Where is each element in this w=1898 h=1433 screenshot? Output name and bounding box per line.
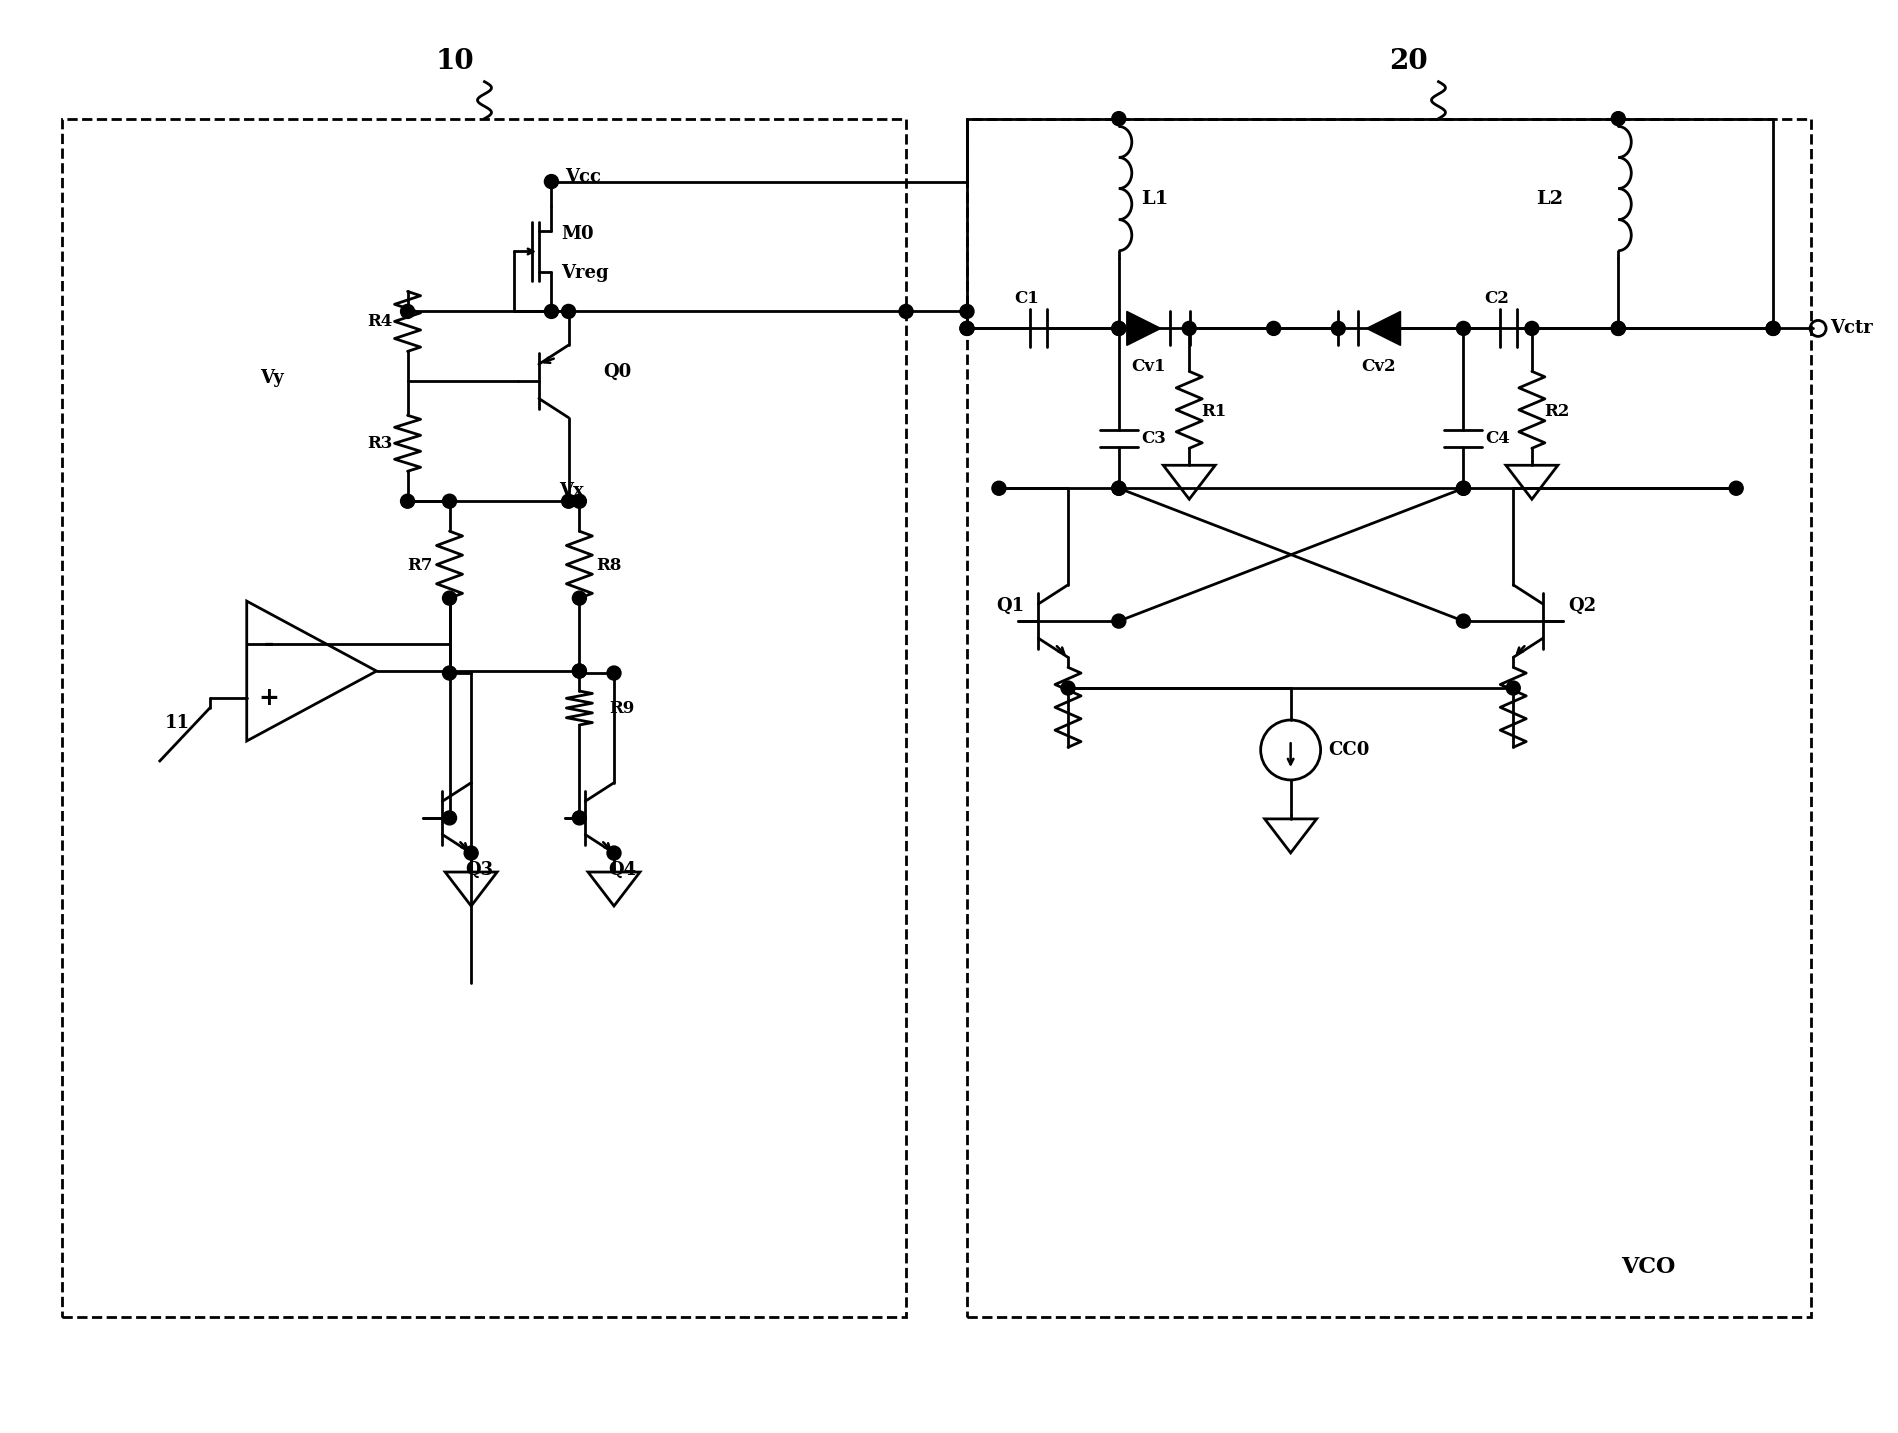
Text: M0: M0 bbox=[562, 225, 594, 242]
Circle shape bbox=[1767, 321, 1780, 335]
Text: R4: R4 bbox=[366, 312, 393, 330]
Text: CC0: CC0 bbox=[1329, 741, 1370, 759]
Circle shape bbox=[607, 666, 621, 681]
Circle shape bbox=[960, 321, 974, 335]
Text: R9: R9 bbox=[609, 699, 634, 716]
Text: R7: R7 bbox=[406, 556, 433, 573]
Circle shape bbox=[900, 304, 913, 318]
Circle shape bbox=[1061, 681, 1074, 695]
Circle shape bbox=[1507, 681, 1520, 695]
Circle shape bbox=[1729, 481, 1742, 496]
Circle shape bbox=[545, 304, 558, 318]
Circle shape bbox=[960, 304, 974, 318]
Text: Q3: Q3 bbox=[465, 861, 493, 878]
Text: R3: R3 bbox=[366, 434, 393, 451]
Circle shape bbox=[607, 845, 621, 860]
Circle shape bbox=[1266, 321, 1281, 335]
Text: L2: L2 bbox=[1535, 189, 1564, 208]
Text: R2: R2 bbox=[1543, 403, 1570, 420]
Text: 20: 20 bbox=[1389, 49, 1427, 75]
Text: 11: 11 bbox=[165, 714, 190, 732]
Text: Vx: Vx bbox=[560, 483, 585, 500]
Circle shape bbox=[1112, 112, 1126, 126]
Text: Q1: Q1 bbox=[996, 598, 1023, 615]
Text: C1: C1 bbox=[1015, 289, 1040, 307]
Text: Vy: Vy bbox=[260, 370, 283, 387]
Circle shape bbox=[1112, 321, 1126, 335]
Circle shape bbox=[1182, 321, 1196, 335]
Text: Vctr: Vctr bbox=[1830, 320, 1873, 337]
Text: C2: C2 bbox=[1484, 289, 1509, 307]
Circle shape bbox=[573, 494, 586, 509]
Circle shape bbox=[1112, 615, 1126, 628]
Circle shape bbox=[573, 592, 586, 605]
Text: Q0: Q0 bbox=[604, 363, 632, 380]
Circle shape bbox=[562, 494, 575, 509]
Text: Q4: Q4 bbox=[607, 861, 636, 878]
Circle shape bbox=[1456, 615, 1471, 628]
Circle shape bbox=[442, 666, 457, 681]
Circle shape bbox=[573, 663, 586, 678]
Circle shape bbox=[1112, 321, 1126, 335]
Circle shape bbox=[1112, 481, 1126, 496]
Circle shape bbox=[1112, 481, 1126, 496]
Circle shape bbox=[1456, 481, 1471, 496]
Circle shape bbox=[1524, 321, 1539, 335]
Text: Cv1: Cv1 bbox=[1131, 358, 1165, 375]
Circle shape bbox=[1386, 321, 1399, 335]
Text: L1: L1 bbox=[1141, 189, 1167, 208]
Polygon shape bbox=[1127, 311, 1162, 345]
Text: R8: R8 bbox=[596, 556, 623, 573]
Circle shape bbox=[1611, 112, 1625, 126]
Text: -: - bbox=[264, 632, 273, 656]
Circle shape bbox=[442, 811, 457, 825]
Text: Vreg: Vreg bbox=[562, 265, 609, 282]
Circle shape bbox=[442, 592, 457, 605]
Circle shape bbox=[400, 304, 414, 318]
Text: C4: C4 bbox=[1486, 430, 1511, 447]
Circle shape bbox=[465, 845, 478, 860]
Circle shape bbox=[442, 494, 457, 509]
Circle shape bbox=[1456, 481, 1471, 496]
Circle shape bbox=[1330, 321, 1346, 335]
Text: 10: 10 bbox=[435, 49, 474, 75]
Circle shape bbox=[573, 663, 586, 678]
Circle shape bbox=[545, 175, 558, 189]
Circle shape bbox=[573, 811, 586, 825]
Text: VCO: VCO bbox=[1621, 1257, 1676, 1278]
Circle shape bbox=[400, 494, 414, 509]
Circle shape bbox=[960, 321, 974, 335]
Circle shape bbox=[993, 481, 1006, 496]
Polygon shape bbox=[1367, 311, 1401, 345]
Circle shape bbox=[1767, 321, 1780, 335]
Text: Q2: Q2 bbox=[1568, 598, 1596, 615]
Text: Vcc: Vcc bbox=[566, 168, 602, 185]
Circle shape bbox=[562, 304, 575, 318]
Text: C3: C3 bbox=[1141, 430, 1165, 447]
Text: R1: R1 bbox=[1201, 403, 1226, 420]
Circle shape bbox=[1611, 321, 1625, 335]
Text: Cv2: Cv2 bbox=[1361, 358, 1395, 375]
Circle shape bbox=[1456, 321, 1471, 335]
Circle shape bbox=[1611, 321, 1625, 335]
Text: +: + bbox=[258, 685, 279, 709]
